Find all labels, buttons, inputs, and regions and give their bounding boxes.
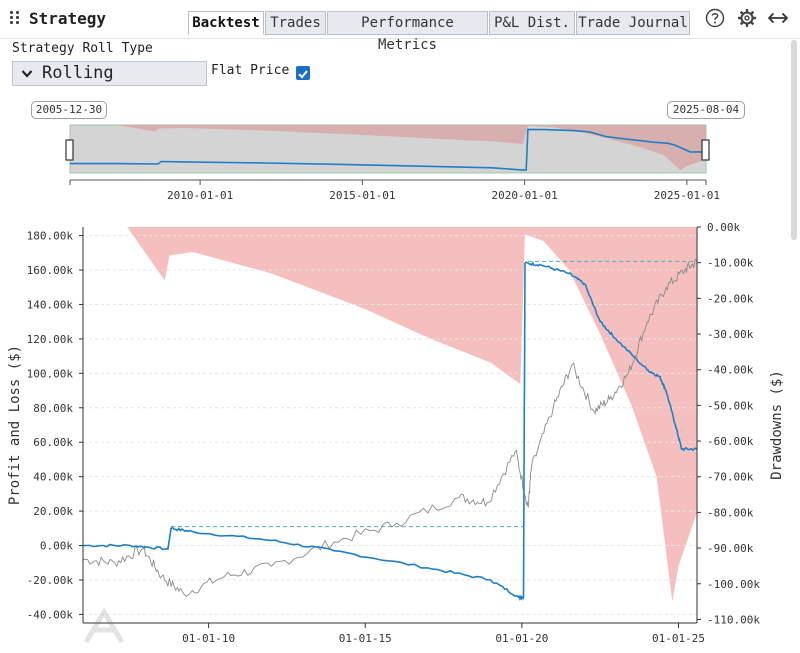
y-tick-label: 0.00k (40, 540, 73, 553)
navigator-tick-label: 2025-01-01 (654, 189, 720, 202)
tab-trade-journal[interactable]: Trade Journal (576, 11, 690, 35)
y-tick-label: 120.00k (27, 333, 74, 346)
x-tick-label: 01-01-10 (182, 632, 235, 645)
y-tick-label: -20.00k (27, 574, 74, 587)
navigator-end-date[interactable]: 2025-08-04 (667, 101, 745, 119)
navigator-tick-label: 2015-01-01 (329, 189, 395, 202)
y2-tick-label: -110.00k (707, 613, 760, 626)
x-tick-label: 01-01-20 (495, 632, 548, 645)
y2-tick-label: 0.00k (707, 221, 740, 234)
tab-trades[interactable]: Trades (265, 11, 326, 35)
y2-tick-label: -50.00k (707, 399, 754, 412)
y2-tick-label: -40.00k (707, 364, 754, 377)
y-tick-label: 20.00k (33, 505, 73, 518)
help-icon[interactable] (705, 8, 725, 28)
navigator-tick-label: 2010-01-01 (167, 189, 233, 202)
scrollbar[interactable] (791, 40, 797, 240)
tab-pl-dist[interactable]: P&L Dist. (489, 11, 575, 35)
tab-backtest[interactable]: Backtest (188, 11, 264, 35)
y2-tick-label: -10.00k (707, 257, 754, 270)
roll-type-label: Strategy Roll Type (12, 41, 153, 56)
y-tick-label: 140.00k (27, 298, 74, 311)
y-tick-label: 180.00k (27, 230, 74, 243)
range-navigator[interactable]: 2010-01-01 2015-01-01 2020-01-01 2025-01-01 (0, 120, 800, 210)
navigator-pnl-line (70, 128, 706, 171)
y2-tick-label: -90.00k (707, 542, 754, 555)
y-axis-label: Profit and Loss ($) (7, 345, 23, 505)
y-tick-label: 160.00k (27, 264, 74, 277)
navigator-right-handle[interactable] (701, 139, 710, 161)
y2-tick-label: -100.00k (707, 578, 760, 591)
y-tick-label: 60.00k (33, 436, 73, 449)
roll-type-value: Rolling (42, 63, 114, 83)
panel-title: Strategy (29, 9, 107, 28)
y-tick-label: 100.00k (27, 367, 74, 380)
y2-axis-label: Drawdowns ($) (769, 370, 785, 480)
checkmark-icon (298, 70, 308, 79)
chevron-down-icon (21, 70, 33, 78)
y2-tick-label: -30.00k (707, 328, 754, 341)
tab-performance-metrics[interactable]: Performance Metrics (327, 11, 488, 53)
pnl-chart[interactable]: 180.00k 160.00k 140.00k 120.00k 100.00k 80.00… (0, 210, 800, 653)
watermark-logo (83, 607, 125, 644)
navigator-tick-label: 2020-01-01 (491, 189, 557, 202)
y2-tick-label: -60.00k (707, 435, 754, 448)
flat-price-label: Flat Price (211, 63, 290, 78)
navigator-start-date[interactable]: 2005-12-30 (31, 101, 107, 119)
panel-header: Strategy Backtest Trades Performance Met… (0, 0, 800, 53)
navigator-drawdown-area (70, 125, 706, 171)
y2-tick-label: -70.00k (707, 471, 754, 484)
y-tick-label: 80.00k (33, 402, 73, 415)
pnl-line (83, 261, 698, 602)
y2-tick-label: -20.00k (707, 292, 754, 305)
roll-type-select[interactable]: Rolling (12, 61, 207, 86)
y-tick-label: -40.00k (27, 608, 74, 621)
x-tick-label: 01-01-25 (652, 632, 705, 645)
y2-tick-label: -80.00k (707, 506, 754, 519)
navigator-left-handle[interactable] (65, 139, 74, 161)
expand-horizontal-icon[interactable] (767, 8, 789, 28)
gear-icon[interactable] (737, 8, 757, 28)
drag-handle-icon[interactable] (10, 11, 20, 25)
flat-price-checkbox[interactable] (296, 66, 310, 80)
y-tick-label: 40.00k (33, 471, 73, 484)
x-tick-label: 01-01-15 (339, 632, 392, 645)
drawdown-area (83, 227, 697, 602)
